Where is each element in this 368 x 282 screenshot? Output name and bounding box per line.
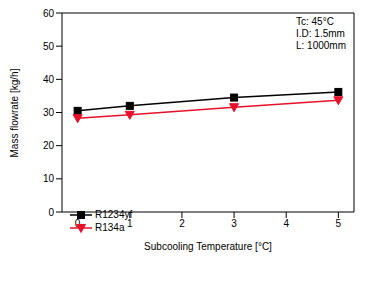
html-text:I.D: 1.5mm: I.D: 1.5mm — [296, 28, 345, 39]
svg-text:2: 2 — [179, 218, 185, 229]
svg-text:Mass flowrate [kg/h]: Mass flowrate [kg/h] — [9, 68, 20, 157]
svg-text:10: 10 — [43, 173, 55, 184]
html-text:R134a: R134a — [95, 222, 125, 233]
svg-text:30: 30 — [43, 107, 55, 118]
svg-text:0: 0 — [75, 218, 81, 229]
html-text:Tc: 45°C: Tc: 45°C — [296, 16, 334, 27]
svg-text:0: 0 — [48, 207, 54, 218]
svg-text:50: 50 — [43, 41, 55, 52]
svg-text:3: 3 — [231, 218, 237, 229]
svg-text:4: 4 — [283, 218, 289, 229]
svg-text:60: 60 — [43, 8, 55, 19]
svg-text:5: 5 — [336, 218, 342, 229]
svg-text:40: 40 — [43, 74, 55, 85]
html-text:L: 1000mm: L: 1000mm — [296, 40, 346, 51]
svg-text:1: 1 — [127, 218, 133, 229]
svg-text:20: 20 — [43, 140, 55, 151]
svg-text:Subcooling Temperature [°C]: Subcooling Temperature [°C] — [144, 241, 272, 252]
html-text:R1234yf: R1234yf — [95, 209, 133, 220]
